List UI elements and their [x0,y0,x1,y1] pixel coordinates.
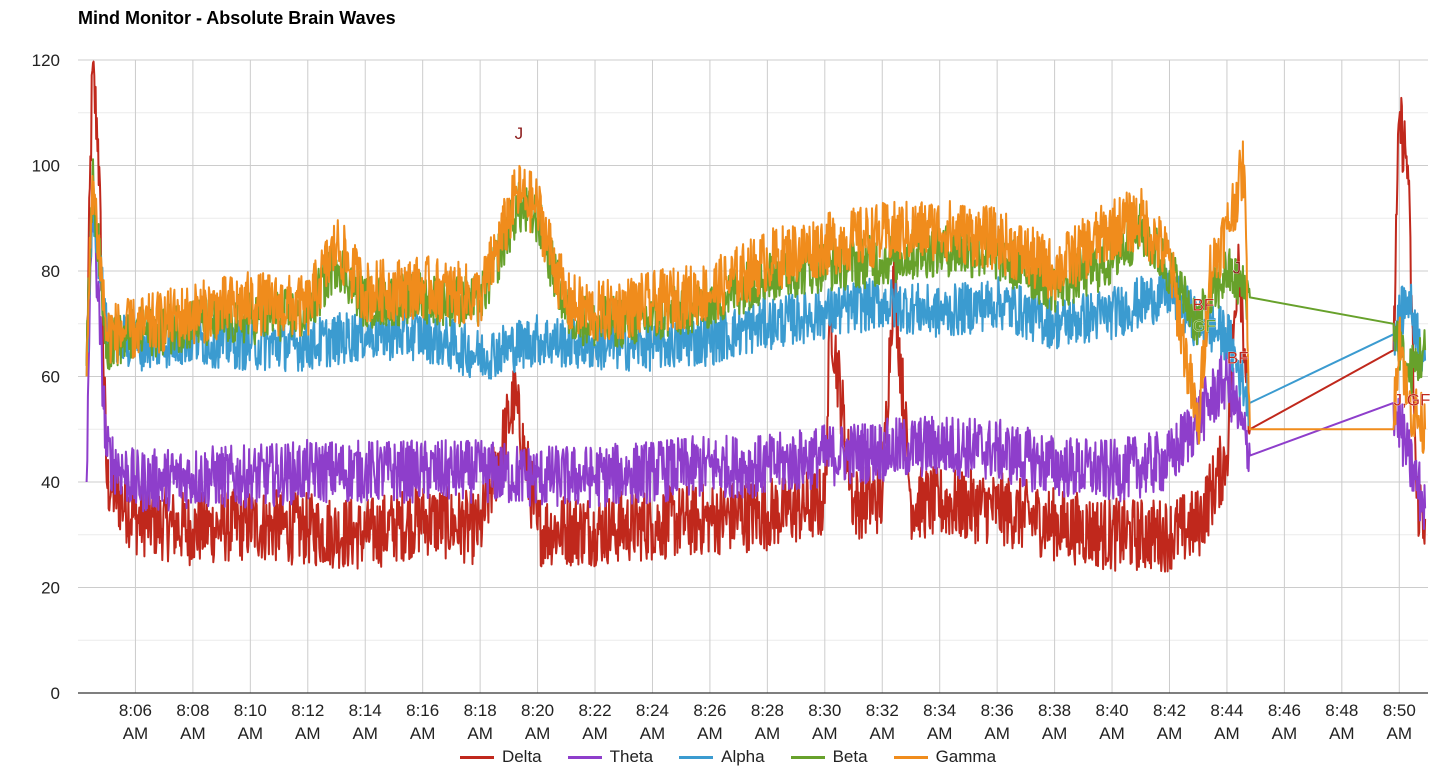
x-tick-label: 8:20 [521,701,554,720]
legend-label: Delta [501,747,542,766]
x-tick-label: 8:22 [578,701,611,720]
annotation-label[interactable]: BF [1227,348,1249,368]
x-tick-label-ampm: AM [640,724,666,743]
annotation-label[interactable]: J,GF [1393,390,1431,410]
series-line-delta[interactable] [85,60,1427,573]
x-tick-label-ampm: AM [697,724,723,743]
x-tick-label: 8:32 [866,701,899,720]
x-tick-label-ampm: AM [410,724,436,743]
series-line-alpha[interactable] [85,187,1427,427]
y-tick-label: 80 [41,262,60,281]
x-tick-label-ampm: AM [870,724,896,743]
annotation-label[interactable]: J [1232,258,1242,278]
x-tick-label: 8:24 [636,701,669,720]
legend-item-delta[interactable]: Delta [459,747,542,767]
x-tick-label-ampm: AM [812,724,838,743]
x-tick-label-ampm: AM [123,724,149,743]
x-tick-label-ampm: AM [755,724,781,743]
x-tick-label: 8:50 [1383,701,1416,720]
legend-label: Beta [832,747,868,766]
x-tick-label-ampm: AM [1042,724,1068,743]
x-tick-label-ampm: AM [1214,724,1240,743]
legend-item-beta[interactable]: Beta [790,747,868,767]
x-tick-label-ampm: AM [984,724,1010,743]
legend-swatch [459,755,494,759]
x-tick-label-ampm: AM [352,724,378,743]
x-tick-label-ampm: AM [1272,724,1298,743]
x-tick-label: 8:10 [234,701,267,720]
x-tick-label: 8:36 [981,701,1014,720]
y-tick-label: 20 [41,579,60,598]
y-tick-label: 120 [32,51,60,70]
x-tick-label: 8:08 [176,701,209,720]
x-tick-label: 8:30 [808,701,841,720]
legend-swatch [893,755,928,759]
y-tick-label: 60 [41,368,60,387]
x-tick-label-ampm: AM [927,724,953,743]
x-tick-label: 8:06 [119,701,152,720]
x-tick-label: 8:44 [1210,701,1243,720]
x-tick-label: 8:38 [1038,701,1071,720]
annotation-label[interactable]: J [514,124,524,144]
chart-legend: Delta Theta Alpha Beta Gamma [0,744,1456,770]
x-tick-label: 8:26 [693,701,726,720]
legend-label: Alpha [721,747,765,766]
legend-swatch [790,755,825,759]
annotation-label[interactable]: BF [1192,295,1214,315]
x-tick-label: 8:18 [464,701,497,720]
x-tick-label-ampm: AM [467,724,493,743]
x-tick-label: 8:34 [923,701,956,720]
x-tick-label-ampm: AM [238,724,264,743]
legend-item-gamma[interactable]: Gamma [893,747,997,767]
y-tick-label: 40 [41,473,60,492]
x-tick-label: 8:14 [349,701,382,720]
annotation-label[interactable]: GF [1192,316,1216,336]
y-tick-label: 0 [51,684,60,703]
legend-item-alpha[interactable]: Alpha [679,747,765,767]
legend-swatch [567,755,602,759]
x-tick-label-ampm: AM [1387,724,1413,743]
x-tick-label: 8:16 [406,701,439,720]
legend-label: Theta [609,747,654,766]
x-tick-label: 8:46 [1268,701,1301,720]
x-tick-label-ampm: AM [295,724,321,743]
x-tick-label: 8:12 [291,701,324,720]
legend-swatch [679,755,714,759]
x-tick-label: 8:42 [1153,701,1186,720]
chart-title: Mind Monitor - Absolute Brain Waves [78,8,396,28]
legend-label: Gamma [935,747,997,766]
x-tick-label-ampm: AM [1099,724,1125,743]
legend-item-theta[interactable]: Theta [567,747,654,767]
y-tick-label: 100 [32,157,60,176]
x-tick-label: 8:40 [1095,701,1128,720]
x-tick-label-ampm: AM [1157,724,1183,743]
series-line-gamma[interactable] [85,140,1427,454]
x-tick-label-ampm: AM [525,724,551,743]
x-tick-label-ampm: AM [582,724,608,743]
x-tick-label: 8:48 [1325,701,1358,720]
series-line-theta[interactable] [85,190,1427,530]
x-tick-label: 8:28 [751,701,784,720]
x-tick-label-ampm: AM [180,724,206,743]
x-tick-label-ampm: AM [1329,724,1355,743]
